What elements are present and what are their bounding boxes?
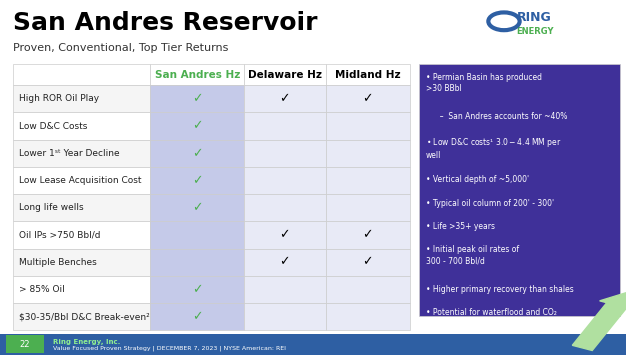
FancyBboxPatch shape [150, 85, 244, 113]
FancyBboxPatch shape [244, 194, 326, 221]
Text: • Potential for waterflood and CO₂
flood: • Potential for waterflood and CO₂ flood [426, 308, 557, 328]
Text: 1.  D&C capex range is for both 1.0 & 1.5 mile laterals and includes inflation a: 1. D&C capex range is for both 1.0 & 1.5… [13, 335, 296, 340]
FancyBboxPatch shape [326, 248, 410, 276]
Text: Low Lease Acquisition Cost: Low Lease Acquisition Cost [19, 176, 141, 185]
Text: Multiple Benches: Multiple Benches [19, 258, 97, 267]
Text: ENERGY: ENERGY [516, 27, 554, 37]
FancyBboxPatch shape [150, 64, 244, 85]
Text: ✓: ✓ [192, 310, 202, 323]
FancyBboxPatch shape [244, 303, 326, 330]
Text: • Higher primary recovery than shales: • Higher primary recovery than shales [426, 285, 573, 294]
Text: • Typical oil column of 200' - 300': • Typical oil column of 200' - 300' [426, 199, 554, 208]
FancyBboxPatch shape [326, 194, 410, 221]
FancyBboxPatch shape [326, 221, 410, 248]
FancyBboxPatch shape [13, 167, 150, 194]
FancyBboxPatch shape [6, 335, 44, 353]
Text: • Initial peak oil rates of
300 - 700 Bbl/d: • Initial peak oil rates of 300 - 700 Bb… [426, 245, 519, 266]
FancyBboxPatch shape [244, 248, 326, 276]
Text: Proven, Conventional, Top Tier Returns: Proven, Conventional, Top Tier Returns [13, 43, 228, 53]
Text: San Andres Hz: San Andres Hz [154, 70, 240, 80]
Text: Delaware Hz: Delaware Hz [248, 70, 322, 80]
Text: ✓: ✓ [192, 92, 202, 105]
Text: Long life wells: Long life wells [19, 203, 83, 212]
FancyBboxPatch shape [244, 167, 326, 194]
FancyBboxPatch shape [244, 140, 326, 167]
Text: • Vertical depth of ~5,000': • Vertical depth of ~5,000' [426, 175, 529, 184]
Text: –  San Andres accounts for ~40%: – San Andres accounts for ~40% [435, 113, 568, 121]
Text: San Andres Reservoir: San Andres Reservoir [13, 11, 317, 35]
FancyBboxPatch shape [150, 140, 244, 167]
FancyBboxPatch shape [13, 303, 150, 330]
FancyBboxPatch shape [13, 221, 150, 248]
FancyBboxPatch shape [13, 194, 150, 221]
FancyBboxPatch shape [13, 113, 150, 140]
Text: ✓: ✓ [280, 92, 290, 105]
Text: • Permian Basin has produced
>30 BBbl: • Permian Basin has produced >30 BBbl [426, 73, 541, 93]
FancyBboxPatch shape [326, 140, 410, 167]
FancyBboxPatch shape [150, 113, 244, 140]
FancyBboxPatch shape [0, 334, 626, 355]
FancyBboxPatch shape [13, 140, 150, 167]
Text: RING: RING [516, 11, 551, 24]
Text: Lower 1ˢᵗ Year Decline: Lower 1ˢᵗ Year Decline [19, 149, 120, 158]
Text: ✓: ✓ [192, 120, 202, 132]
Text: High ROR Oil Play: High ROR Oil Play [19, 94, 99, 103]
Text: ✓: ✓ [192, 147, 202, 160]
Text: $30-35/Bbl D&C Break-even²: $30-35/Bbl D&C Break-even² [19, 312, 150, 321]
FancyArrow shape [572, 293, 634, 350]
Text: Low D&C Costs: Low D&C Costs [19, 121, 87, 131]
Text: ✓: ✓ [192, 174, 202, 187]
Text: Ring Energy, Inc.: Ring Energy, Inc. [53, 339, 120, 344]
FancyBboxPatch shape [419, 64, 620, 316]
FancyBboxPatch shape [326, 167, 410, 194]
Text: Value Focused Proven Strategy | DECEMBER 7, 2023 | NYSE American: REI: Value Focused Proven Strategy | DECEMBER… [53, 346, 286, 351]
FancyBboxPatch shape [150, 221, 244, 248]
FancyBboxPatch shape [150, 276, 244, 303]
FancyBboxPatch shape [244, 85, 326, 113]
Text: ✓: ✓ [363, 256, 373, 269]
Text: Midland Hz: Midland Hz [335, 70, 401, 80]
FancyBboxPatch shape [150, 248, 244, 276]
FancyBboxPatch shape [150, 303, 244, 330]
Text: ✓: ✓ [192, 283, 202, 296]
FancyBboxPatch shape [244, 221, 326, 248]
FancyBboxPatch shape [13, 64, 150, 85]
FancyBboxPatch shape [13, 276, 150, 303]
Text: ✓: ✓ [280, 228, 290, 241]
Text: > 85% Oil: > 85% Oil [19, 285, 65, 294]
FancyBboxPatch shape [13, 85, 150, 113]
Text: ✓: ✓ [280, 256, 290, 269]
FancyBboxPatch shape [326, 113, 410, 140]
FancyBboxPatch shape [244, 64, 326, 85]
Text: 2.  Break-even costs is for core inventory in NWS & CBP asset areas. The range i: 2. Break-even costs is for core inventor… [13, 343, 513, 348]
FancyBboxPatch shape [326, 85, 410, 113]
FancyBboxPatch shape [244, 113, 326, 140]
Text: 22: 22 [20, 340, 30, 349]
FancyBboxPatch shape [326, 303, 410, 330]
FancyBboxPatch shape [244, 276, 326, 303]
Text: • Low D&C costs¹ $3.0 - $4.4 MM per
well: • Low D&C costs¹ $3.0 - $4.4 MM per well [426, 136, 561, 160]
FancyBboxPatch shape [150, 194, 244, 221]
FancyBboxPatch shape [150, 167, 244, 194]
Text: Oil IPs >750 Bbl/d: Oil IPs >750 Bbl/d [19, 230, 100, 239]
FancyBboxPatch shape [326, 64, 410, 85]
Text: ✓: ✓ [192, 201, 202, 214]
FancyBboxPatch shape [13, 248, 150, 276]
Text: • Life >35+ years: • Life >35+ years [426, 222, 495, 231]
Text: ✓: ✓ [363, 92, 373, 105]
Text: ✓: ✓ [363, 228, 373, 241]
FancyBboxPatch shape [326, 276, 410, 303]
